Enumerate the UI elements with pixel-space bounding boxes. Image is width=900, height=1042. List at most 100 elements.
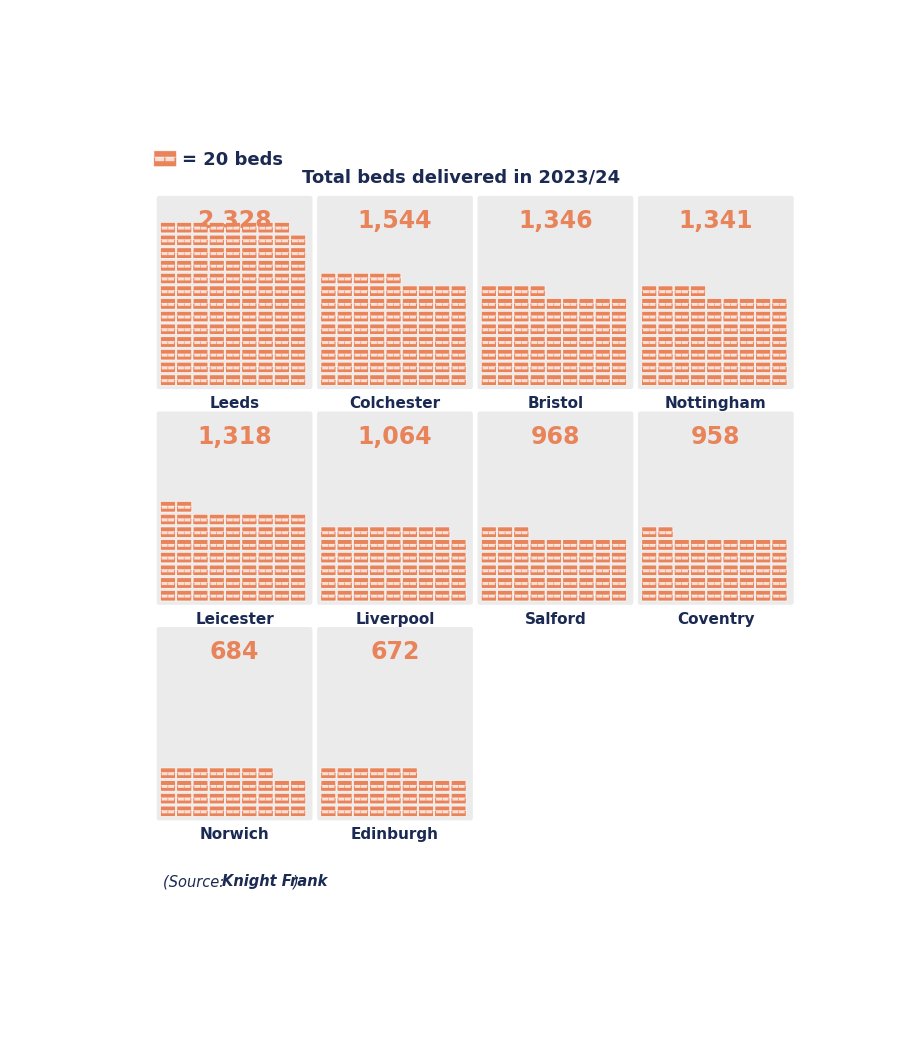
FancyBboxPatch shape (763, 595, 769, 598)
FancyBboxPatch shape (603, 341, 609, 344)
FancyBboxPatch shape (291, 352, 306, 359)
FancyBboxPatch shape (210, 540, 224, 544)
FancyBboxPatch shape (451, 578, 466, 582)
FancyBboxPatch shape (715, 341, 721, 344)
FancyBboxPatch shape (194, 797, 201, 800)
Text: Liverpool: Liverpool (356, 612, 435, 627)
FancyBboxPatch shape (361, 785, 367, 788)
FancyBboxPatch shape (210, 324, 224, 328)
FancyBboxPatch shape (498, 363, 512, 367)
FancyBboxPatch shape (580, 303, 586, 306)
FancyBboxPatch shape (194, 235, 208, 240)
FancyBboxPatch shape (233, 519, 239, 522)
FancyBboxPatch shape (435, 324, 450, 328)
FancyBboxPatch shape (160, 780, 176, 786)
FancyBboxPatch shape (249, 531, 256, 535)
FancyBboxPatch shape (338, 552, 352, 556)
FancyBboxPatch shape (226, 552, 240, 556)
FancyBboxPatch shape (210, 375, 224, 379)
FancyBboxPatch shape (258, 225, 274, 233)
FancyBboxPatch shape (756, 543, 770, 550)
FancyBboxPatch shape (530, 565, 545, 570)
FancyBboxPatch shape (530, 591, 545, 595)
FancyBboxPatch shape (393, 582, 400, 586)
FancyBboxPatch shape (354, 375, 368, 379)
FancyBboxPatch shape (345, 316, 351, 319)
FancyBboxPatch shape (217, 265, 223, 268)
FancyBboxPatch shape (499, 595, 505, 598)
FancyBboxPatch shape (354, 552, 368, 556)
FancyBboxPatch shape (162, 291, 167, 293)
FancyBboxPatch shape (387, 556, 393, 560)
FancyBboxPatch shape (361, 277, 367, 280)
FancyBboxPatch shape (659, 544, 665, 547)
FancyBboxPatch shape (521, 531, 527, 535)
FancyBboxPatch shape (162, 367, 167, 370)
FancyBboxPatch shape (211, 772, 217, 775)
FancyBboxPatch shape (612, 363, 626, 367)
FancyBboxPatch shape (291, 340, 306, 347)
FancyBboxPatch shape (459, 367, 465, 370)
FancyBboxPatch shape (338, 580, 352, 589)
FancyBboxPatch shape (227, 531, 233, 535)
FancyBboxPatch shape (168, 519, 175, 522)
FancyBboxPatch shape (259, 379, 266, 382)
FancyBboxPatch shape (756, 591, 770, 595)
FancyBboxPatch shape (361, 544, 367, 547)
FancyBboxPatch shape (194, 544, 201, 547)
Text: Total beds delivered in 2023/24: Total beds delivered in 2023/24 (302, 169, 620, 187)
FancyBboxPatch shape (418, 809, 434, 817)
FancyBboxPatch shape (249, 379, 256, 382)
FancyBboxPatch shape (386, 784, 401, 791)
FancyBboxPatch shape (160, 593, 176, 601)
FancyBboxPatch shape (666, 353, 671, 356)
FancyBboxPatch shape (731, 367, 737, 370)
FancyBboxPatch shape (227, 328, 233, 331)
FancyBboxPatch shape (435, 568, 450, 575)
FancyBboxPatch shape (178, 785, 184, 788)
FancyBboxPatch shape (226, 225, 240, 233)
FancyBboxPatch shape (377, 353, 383, 356)
FancyBboxPatch shape (451, 793, 466, 798)
FancyBboxPatch shape (227, 367, 233, 370)
FancyBboxPatch shape (242, 225, 256, 233)
FancyBboxPatch shape (370, 273, 384, 278)
FancyBboxPatch shape (393, 328, 400, 331)
FancyBboxPatch shape (386, 301, 401, 309)
FancyBboxPatch shape (436, 291, 442, 293)
FancyBboxPatch shape (498, 327, 513, 334)
FancyBboxPatch shape (596, 578, 610, 582)
FancyBboxPatch shape (521, 341, 527, 344)
FancyBboxPatch shape (242, 312, 256, 316)
FancyBboxPatch shape (426, 544, 432, 547)
FancyBboxPatch shape (596, 299, 610, 303)
FancyBboxPatch shape (595, 593, 610, 601)
FancyBboxPatch shape (402, 327, 418, 334)
FancyBboxPatch shape (201, 316, 207, 319)
FancyBboxPatch shape (419, 556, 426, 560)
FancyBboxPatch shape (370, 578, 384, 582)
FancyBboxPatch shape (482, 352, 497, 359)
FancyBboxPatch shape (505, 531, 511, 535)
FancyBboxPatch shape (562, 352, 578, 359)
FancyBboxPatch shape (321, 552, 336, 556)
FancyBboxPatch shape (242, 363, 256, 367)
FancyBboxPatch shape (482, 531, 489, 535)
FancyBboxPatch shape (266, 240, 272, 243)
FancyBboxPatch shape (451, 299, 466, 303)
FancyBboxPatch shape (698, 595, 705, 598)
FancyBboxPatch shape (740, 552, 754, 556)
FancyBboxPatch shape (451, 337, 466, 342)
FancyBboxPatch shape (242, 349, 256, 354)
FancyBboxPatch shape (320, 555, 336, 563)
FancyBboxPatch shape (176, 251, 192, 258)
FancyBboxPatch shape (177, 312, 192, 316)
FancyBboxPatch shape (482, 289, 497, 297)
FancyBboxPatch shape (194, 312, 208, 316)
FancyBboxPatch shape (530, 593, 545, 601)
FancyBboxPatch shape (452, 785, 458, 788)
FancyBboxPatch shape (482, 555, 497, 563)
FancyBboxPatch shape (489, 367, 495, 370)
FancyBboxPatch shape (160, 251, 176, 258)
FancyBboxPatch shape (410, 797, 416, 800)
